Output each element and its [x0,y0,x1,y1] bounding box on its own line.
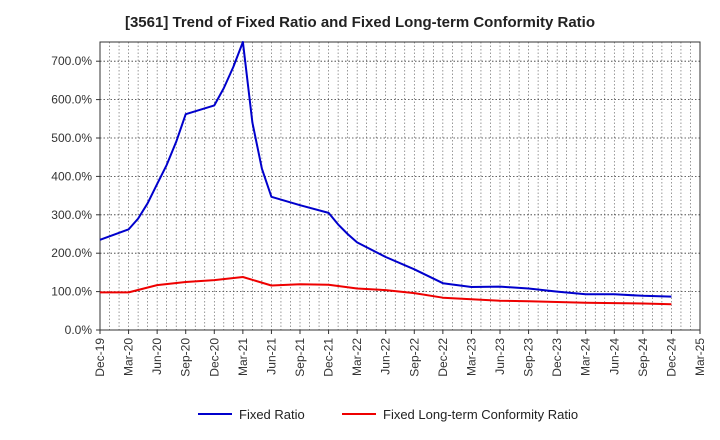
x-tick-label: Mar-22 [350,338,364,376]
y-tick-label: 0.0% [65,323,93,337]
x-tick-label: Sep-22 [407,338,421,377]
x-tick-label: Sep-23 [522,338,536,377]
y-tick-label: 300.0% [51,208,92,222]
x-tick-label: Mar-23 [464,338,478,376]
x-tick-label: Jun-24 [607,338,621,375]
y-tick-label: 400.0% [51,169,92,183]
y-tick-label: 100.0% [51,285,92,299]
chart-title: [3561] Trend of Fixed Ratio and Fixed Lo… [124,14,596,31]
x-tick-label: Sep-20 [179,338,193,377]
legend-label: Fixed Long-term Conformity Ratio [383,407,578,422]
x-tick-label: Dec-20 [207,338,221,377]
y-tick-label: 200.0% [51,246,92,260]
x-tick-label: Dec-19 [93,338,107,377]
x-tick-label: Sep-24 [636,338,650,377]
x-tick-label: Jun-23 [493,338,507,375]
x-tick-label: Dec-21 [322,338,336,377]
series-line-fixed-long-term-conformity-ratio [100,276,672,306]
series-line-fixed-ratio [99,41,672,298]
legend-label: Fixed Ratio [239,407,305,422]
plot-area [100,42,700,330]
x-tick-label: Jun-21 [264,338,278,375]
x-tick-label: Mar-20 [122,338,136,376]
y-tick-label: 700.0% [51,54,92,68]
x-tick-label: Dec-23 [550,338,564,377]
x-tick-label: Jun-20 [150,338,164,375]
y-tick-label: 500.0% [51,131,92,145]
x-tick-label: Dec-24 [664,338,678,377]
x-tick-label: Mar-25 [693,338,707,376]
x-tick-label: Mar-24 [579,338,593,376]
plot-frame [99,41,701,331]
y-tick-label: 600.0% [51,93,92,107]
x-tick-label: Mar-21 [236,338,250,376]
x-tick-label: Jun-22 [379,338,393,375]
x-tick-label: Dec-22 [436,338,450,377]
x-tick-label: Sep-21 [293,338,307,377]
